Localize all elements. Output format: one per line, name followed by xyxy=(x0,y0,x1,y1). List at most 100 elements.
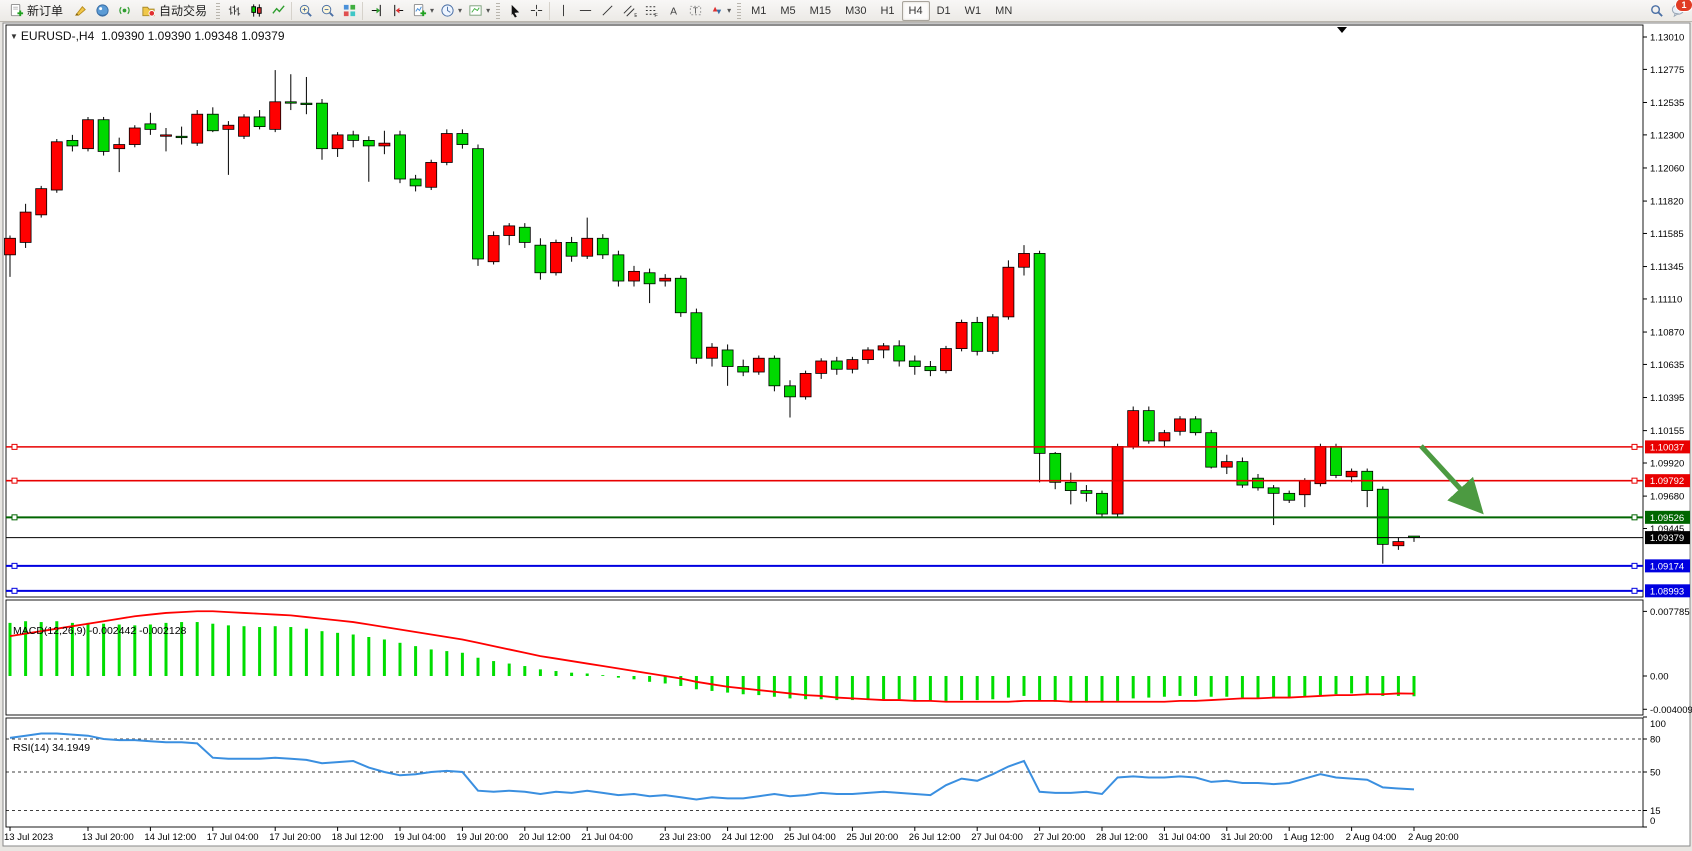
timeframe-d1[interactable]: D1 xyxy=(936,4,951,17)
time-tick-label: 17 Jul 20:00 xyxy=(269,832,321,843)
signals-icon xyxy=(117,3,132,18)
line-handle[interactable] xyxy=(11,514,18,521)
candle-up xyxy=(815,360,828,374)
zoom-out-button[interactable] xyxy=(316,1,338,21)
channel-tool-button[interactable]: E xyxy=(618,1,640,21)
axis-price-flag xyxy=(1645,584,1690,598)
candle-down xyxy=(316,102,328,150)
candle-up xyxy=(160,134,172,137)
time-tick-label: 24 Jul 12:00 xyxy=(722,832,774,843)
candlestick-chart-button[interactable] xyxy=(245,1,267,21)
candle-down xyxy=(721,349,734,367)
chart-canvas[interactable]: 1.10037 1.09792 1.09526 1.09174 1.08993 1.093… xyxy=(0,22,1692,851)
rsi-series xyxy=(6,732,1643,811)
candle-down xyxy=(1096,492,1108,515)
candle-down xyxy=(690,312,703,359)
chart-shift-marker[interactable] xyxy=(1337,27,1347,33)
templates-button[interactable]: ▾ xyxy=(465,1,493,21)
price-tick-label: 1.12300 xyxy=(1650,130,1684,141)
time-tick-label: 31 Jul 04:00 xyxy=(1158,832,1210,843)
down-arrow-annotation[interactable] xyxy=(1419,444,1484,515)
zoom-in-button[interactable] xyxy=(294,1,316,21)
candle-up xyxy=(799,372,812,398)
toolbar-separator xyxy=(362,1,364,20)
clock-icon xyxy=(440,3,455,18)
cursor-button[interactable] xyxy=(503,1,525,21)
indicators-button[interactable]: ▾ xyxy=(409,1,437,21)
dropdown-caret-icon: ▾ xyxy=(486,5,491,15)
candle-down xyxy=(596,237,609,256)
timeframe-w1[interactable]: W1 xyxy=(964,4,982,17)
macd-signal-line xyxy=(9,610,1415,703)
mql5-community-icon xyxy=(95,3,110,18)
line-handle[interactable] xyxy=(11,443,18,450)
macd-tick-label: -0.004009 xyxy=(1650,705,1692,716)
candle-up xyxy=(82,119,94,150)
candle-up xyxy=(706,346,718,359)
price-tick-label: 1.12060 xyxy=(1650,163,1684,174)
candle-up xyxy=(50,141,63,191)
line-handle[interactable] xyxy=(1631,514,1638,521)
time-tick-label: 27 Jul 20:00 xyxy=(1034,832,1086,843)
timeframe-m30[interactable]: M30 xyxy=(845,4,867,17)
search-button[interactable] xyxy=(1645,1,1667,21)
candle-up xyxy=(35,188,48,216)
text-tool-button[interactable]: A xyxy=(662,1,684,21)
rsi-pane xyxy=(5,717,1644,828)
line-handle[interactable] xyxy=(1631,477,1638,484)
tile-windows-icon xyxy=(342,3,357,18)
time-tick-label: 26 Jul 12:00 xyxy=(909,832,961,843)
line-handle[interactable] xyxy=(1631,562,1638,569)
candle-up xyxy=(1127,410,1140,447)
line-handle[interactable] xyxy=(11,562,18,569)
label-tool-icon: T xyxy=(688,3,703,18)
candle-down xyxy=(737,366,750,373)
autotrade-label: 自动交易 xyxy=(159,4,208,18)
candle-down xyxy=(893,345,906,362)
timeframe-m15[interactable]: M15 xyxy=(809,4,832,17)
price-tick-label: 1.10870 xyxy=(1650,328,1684,339)
timeframe-m5[interactable]: M5 xyxy=(780,4,796,17)
line-handle[interactable] xyxy=(1631,443,1638,450)
line-handle[interactable] xyxy=(11,477,18,484)
chat-button[interactable]: 1 xyxy=(1667,0,1692,21)
time-axis[interactable]: 13 Jul 2023 13 Jul 20:00 14 Jul 12:00 17 Ju… xyxy=(4,827,1459,843)
tile-windows-button[interactable] xyxy=(338,1,360,21)
timeframe-h1[interactable]: H1 xyxy=(880,4,895,17)
bar-chart-button[interactable] xyxy=(223,1,245,21)
axis-price-flag-text: 1.09526 xyxy=(1650,513,1684,524)
fibonacci-icon: F xyxy=(644,3,659,18)
toolbar-grip xyxy=(216,2,221,19)
price-axis[interactable]: 1.13010 1.12775 1.12535 1.12300 1.12060 1.118… xyxy=(1643,32,1692,828)
fibonacci-tool-button[interactable]: F xyxy=(640,1,662,21)
chart-shift-button[interactable] xyxy=(387,1,409,21)
indicators-icon xyxy=(412,3,427,18)
candle-up xyxy=(1158,432,1171,442)
line-chart-button[interactable] xyxy=(267,1,289,21)
label-tool-button[interactable]: T xyxy=(684,1,706,21)
mql5-community-button[interactable] xyxy=(91,1,113,21)
autotrade-button[interactable]: 自动交易 xyxy=(135,1,213,21)
line-handle[interactable] xyxy=(1631,587,1638,594)
timeframe-h4[interactable]: H4 xyxy=(901,0,930,21)
periods-button[interactable]: ▾ xyxy=(437,1,465,21)
vertical-line-tool-button[interactable] xyxy=(552,1,574,21)
candle-down xyxy=(1252,477,1264,489)
axis-price-flag-text: 1.08993 xyxy=(1650,586,1684,597)
trendline-icon xyxy=(600,3,615,18)
candle-down xyxy=(830,360,843,370)
new-order-button[interactable]: 新订单 xyxy=(3,1,69,21)
signals-button[interactable] xyxy=(113,1,135,21)
macd-series xyxy=(8,610,1416,703)
pencil-button[interactable] xyxy=(69,1,91,21)
arrows-tool-button[interactable]: ▾ xyxy=(706,1,734,21)
timeframe-mn[interactable]: MN xyxy=(995,4,1013,17)
price-tick-label: 1.10635 xyxy=(1650,360,1684,371)
trendline-tool-button[interactable] xyxy=(596,1,618,21)
timeframe-m1[interactable]: M1 xyxy=(751,4,767,17)
crosshair-button[interactable] xyxy=(525,1,547,21)
line-handle[interactable] xyxy=(11,587,18,594)
horizontal-line-tool-button[interactable] xyxy=(574,1,596,21)
auto-scroll-button[interactable] xyxy=(365,1,387,21)
candlestick-series xyxy=(4,70,1420,564)
